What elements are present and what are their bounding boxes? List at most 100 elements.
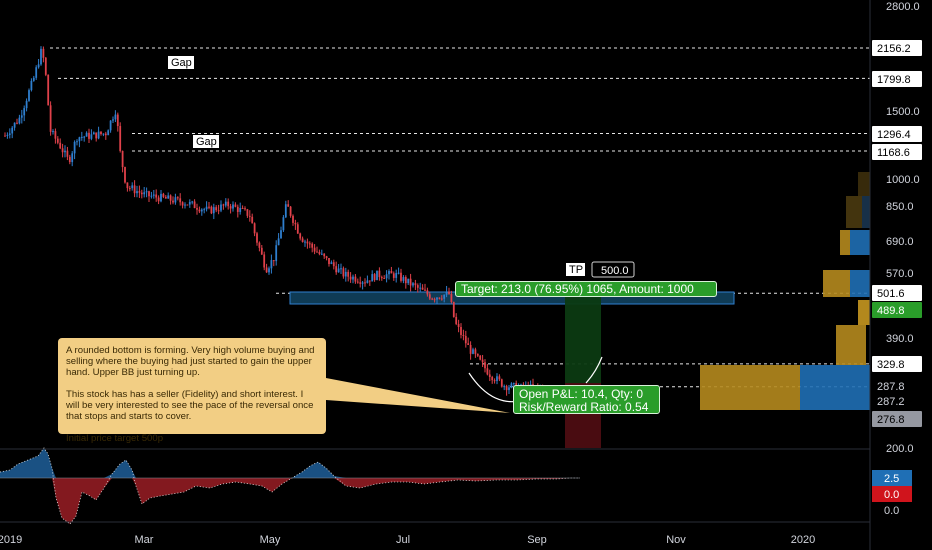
- candle-body: [47, 74, 50, 106]
- candle-body: [234, 204, 237, 207]
- indicator: [0, 447, 580, 525]
- candle-body: [124, 167, 126, 183]
- candle-body: [196, 208, 198, 210]
- volume-bar: [846, 196, 862, 228]
- candle-body: [361, 282, 364, 284]
- candle-body: [253, 223, 256, 234]
- candle-body: [505, 386, 508, 391]
- price-tick-label: 2800.0: [886, 1, 920, 13]
- candle-body: [164, 196, 167, 199]
- indicator-tag-bg: [872, 486, 912, 502]
- candle-body: [481, 359, 484, 363]
- indicator-tag-bg: [872, 470, 912, 486]
- price-tick-label: 1000.0: [886, 174, 920, 186]
- candle-body: [450, 293, 453, 302]
- candle-body: [116, 114, 119, 127]
- candle-body: [200, 209, 203, 212]
- candle-body: [52, 131, 54, 133]
- candle-body: [215, 207, 218, 211]
- candle-body: [332, 262, 335, 267]
- candle-body: [366, 280, 369, 283]
- candle-body: [347, 271, 350, 277]
- candle-body: [342, 268, 345, 277]
- candle-body: [373, 274, 376, 281]
- candle-body: [440, 298, 443, 300]
- candle-body: [251, 216, 254, 224]
- candle-body: [388, 271, 390, 275]
- candle-body: [210, 206, 213, 214]
- candle-body: [452, 301, 455, 317]
- time-tick-label: May: [260, 534, 281, 546]
- candle-body: [90, 134, 93, 139]
- candle-body: [208, 206, 210, 208]
- candle-body: [102, 133, 105, 135]
- candle-body: [431, 298, 434, 300]
- indicator-negative-area: [0, 478, 580, 524]
- candle-body: [344, 271, 347, 277]
- candle-body: [263, 254, 266, 268]
- candle-body: [426, 290, 429, 295]
- volume-bar: [850, 230, 870, 255]
- price-axis: 2800.0 1500.0 1000.0 850.0 690.0 570.0 390.0 20…: [872, 1, 922, 517]
- candle-body: [258, 242, 261, 248]
- candle-body: [282, 217, 285, 231]
- candles: [4, 46, 544, 398]
- candle-body: [37, 64, 40, 68]
- gap-label: Gap: [171, 57, 192, 69]
- candle-body: [119, 126, 122, 151]
- price-tag-bg: [872, 411, 922, 427]
- candle-body: [83, 136, 86, 138]
- candle-body: [359, 282, 362, 284]
- candle-body: [352, 276, 354, 280]
- candle-body: [18, 117, 21, 124]
- analysis-note: A rounded bottom is forming. Very high v…: [58, 338, 326, 444]
- candle-body: [510, 383, 513, 388]
- candle-body: [44, 57, 47, 75]
- candle-body: [335, 266, 338, 273]
- candle-body: [198, 209, 201, 212]
- candle-body: [443, 294, 446, 299]
- time-axis: 2019 Mar May Jul Sep Nov 2020: [0, 534, 815, 546]
- volume-bar: [858, 172, 870, 196]
- candle-body: [404, 277, 407, 284]
- candle-body: [284, 204, 287, 218]
- candle-body: [368, 280, 371, 282]
- candle-body: [436, 297, 438, 300]
- candle-body: [438, 297, 441, 299]
- candle-body: [289, 206, 292, 216]
- candle-body: [162, 193, 165, 197]
- candle-body: [508, 387, 510, 391]
- time-tick-label: Jul: [396, 534, 410, 546]
- reversal-curve: [585, 356, 603, 384]
- candle-body: [299, 233, 302, 239]
- candle-body: [167, 195, 170, 199]
- volume-bar: [700, 365, 800, 410]
- price-tick-label: 570.0: [886, 268, 914, 280]
- candle-body: [138, 191, 141, 193]
- price-tag-label: 329.8: [877, 359, 905, 371]
- note-pointer: [326, 378, 510, 413]
- candle-body: [241, 207, 244, 209]
- price-tag-bg: [872, 126, 922, 142]
- candle-body: [224, 201, 227, 206]
- gap-label-bg: [193, 135, 219, 148]
- candle-body: [400, 272, 402, 281]
- candle-body: [73, 141, 76, 154]
- price-tag-label: 489.8: [877, 305, 905, 317]
- volume-bar: [836, 325, 866, 365]
- candle-body: [340, 268, 342, 270]
- candle-body: [376, 270, 378, 281]
- candle-body: [320, 253, 323, 255]
- candle-body: [42, 48, 45, 58]
- candle-body: [464, 335, 467, 344]
- dotted-levels: [50, 47, 870, 388]
- candle-body: [203, 209, 206, 211]
- candle-body: [222, 204, 225, 206]
- candle-body: [292, 215, 294, 223]
- candle-body: [445, 291, 448, 295]
- candle-body: [107, 130, 110, 136]
- target-zone: [289, 290, 735, 448]
- candle-body: [469, 344, 472, 354]
- indicator-tick-label: 2.5: [884, 473, 899, 485]
